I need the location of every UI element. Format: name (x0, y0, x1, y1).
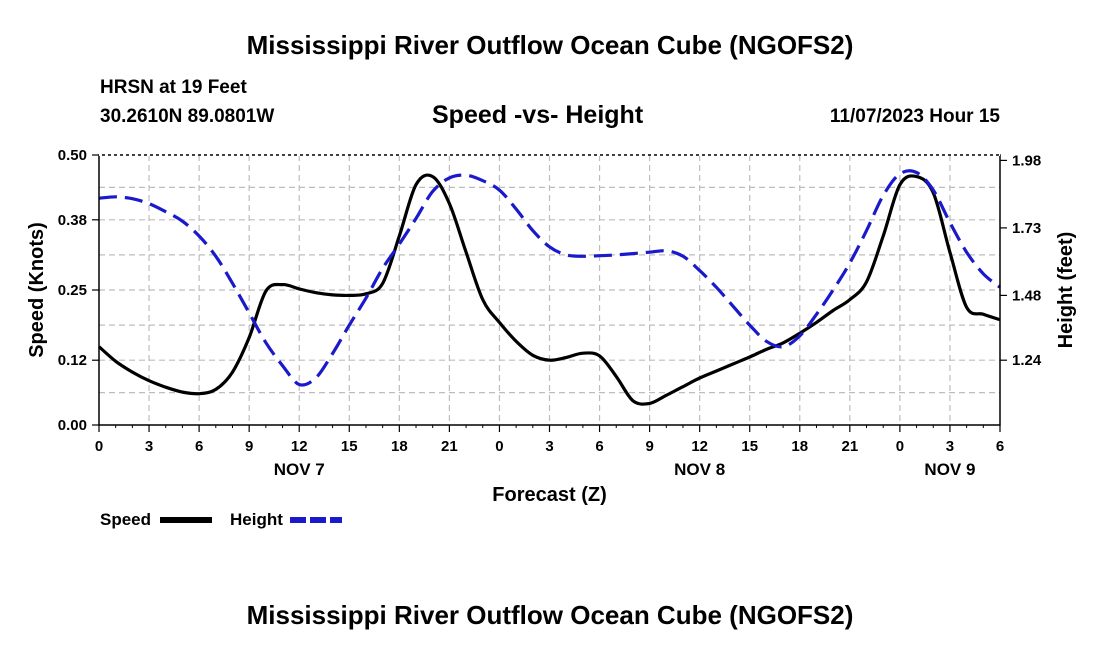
legend-label-speed: Speed (100, 510, 151, 529)
footer-title: Mississippi River Outflow Ocean Cube (NG… (246, 600, 854, 630)
x-tick-label: 6 (996, 438, 1004, 455)
x-tick-label: 0 (495, 438, 503, 455)
chart-subtitle: Speed -vs- Height (432, 101, 644, 129)
x-tick-label: 12 (291, 438, 308, 455)
y-tick-label: 0.00 (58, 417, 87, 434)
x-tick-label: 12 (691, 438, 708, 455)
x-tick-label: 15 (741, 438, 758, 455)
y-tick-label: 0.50 (58, 147, 87, 164)
day-label: NOV 9 (924, 460, 975, 479)
x-tick-label: 9 (245, 438, 253, 455)
x-tick-label: 21 (441, 438, 458, 455)
legend: Speed Height (100, 510, 342, 529)
y-tick-label: 0.38 (58, 212, 87, 229)
x-tick-label: 0 (896, 438, 904, 455)
x-tick-label: 21 (841, 438, 858, 455)
series-lines (97, 169, 1001, 406)
speed-line (97, 173, 1001, 406)
y2-axis-label: Height (feet) (1055, 232, 1077, 349)
day-label: NOV 8 (674, 460, 725, 479)
forecast-datetime: 11/07/2023 Hour 15 (829, 106, 1000, 127)
x-tick-label: 3 (946, 438, 954, 455)
height-line (98, 169, 1001, 387)
station-label: HRSN at 19 Feet (100, 77, 247, 98)
x-tick-label: 9 (645, 438, 653, 455)
station-coordinates: 30.2610N 89.0801W (100, 106, 275, 127)
y-tick-label: 0.12 (58, 352, 87, 369)
chart-title: Mississippi River Outflow Ocean Cube (NG… (246, 30, 854, 60)
x-tick-label: 18 (791, 438, 808, 455)
y2-tick-label: 1.73 (1012, 220, 1041, 237)
x-tick-label: 6 (595, 438, 603, 455)
y-tick-label: 0.25 (58, 282, 87, 299)
x-axis-label: Forecast (Z) (492, 484, 606, 506)
axes: 0 3 6 9 12 15 18 21 0 3 6 9 12 15 18 21 0 3 6 0.00 0.12 0.25 0… (58, 147, 1042, 479)
y2-tick-label: 1.48 (1012, 287, 1041, 304)
y2-tick-label: 1.98 (1012, 152, 1041, 169)
day-label: NOV 7 (274, 460, 325, 479)
x-tick-label: 15 (341, 438, 358, 455)
x-tick-label: 18 (391, 438, 408, 455)
y-axis-label: Speed (Knots) (26, 222, 48, 358)
x-tick-label: 3 (545, 438, 553, 455)
legend-label-height: Height (230, 510, 283, 529)
x-tick-label: 0 (95, 438, 103, 455)
grid-lines (99, 155, 1000, 425)
x-tick-label: 3 (145, 438, 153, 455)
x-tick-label: 6 (195, 438, 203, 455)
y2-tick-label: 1.24 (1012, 352, 1042, 369)
